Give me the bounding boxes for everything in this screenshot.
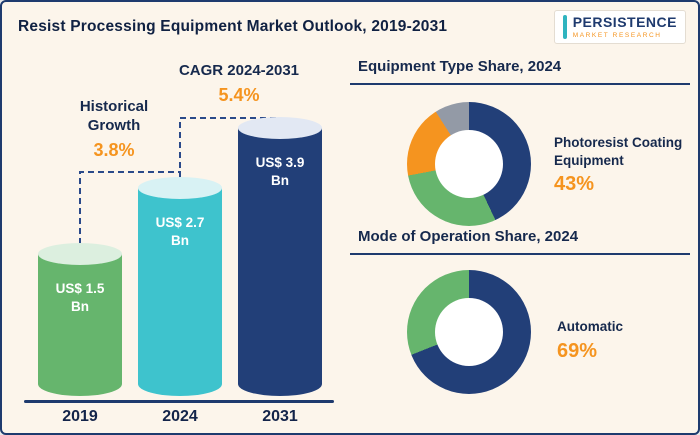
mode-of-operation-heading: Mode of Operation Share, 2024: [350, 228, 690, 255]
mode-of-operation-callout-value: 69%: [557, 339, 598, 362]
equipment-type-callout-value: 43%: [554, 173, 595, 196]
equipment-type-callout: Photoresist Coating Equipment 43%: [554, 134, 696, 197]
x-tick-2019: 2019: [62, 408, 98, 425]
equipment-type-callout-label: Photoresist Coating Equipment: [554, 135, 683, 168]
bar-2019: US$ 1.5 Bn: [38, 243, 122, 396]
historical-growth-label: Historical Growth: [79, 98, 149, 134]
equipment-type-donut-chart: [407, 102, 531, 226]
mode-of-operation-callout: Automatic 69%: [557, 318, 687, 364]
brand-logo: PERSISTENCE MARKET RESEARCH: [553, 10, 686, 45]
equipment-type-share-heading: Equipment Type Share, 2024: [350, 58, 690, 85]
x-axis-line: [24, 400, 334, 403]
bar-2019-value-label: US$ 1.5 Bn: [55, 281, 105, 314]
cagr-value: 5.4%: [218, 84, 260, 105]
x-tick-2024: 2024: [162, 408, 198, 425]
page-title: Resist Processing Equipment Market Outlo…: [18, 18, 448, 35]
logo-accent-bar: [562, 15, 567, 40]
cagr-label: CAGR 2024-2031: [178, 62, 300, 79]
mode-of-operation-callout-label: Automatic: [557, 319, 624, 334]
logo-name: PERSISTENCE: [572, 14, 677, 30]
historical-growth-value: 3.8%: [93, 139, 135, 160]
mode-of-operation-donut-chart: [407, 270, 531, 394]
bar-2031: US$ 3.9 Bn: [238, 117, 322, 396]
bar-2024-top-ellipse: [138, 177, 222, 199]
logo-tagline: MARKET RESEARCH: [572, 32, 662, 40]
cagr-annotation: CAGR 2024-2031 5.4%: [164, 62, 314, 106]
historical-growth-annotation: Historical Growth 3.8%: [54, 98, 174, 161]
x-tick-2031: 2031: [262, 408, 298, 425]
bar-2031-top-ellipse: [238, 117, 322, 139]
bar-2019-top-ellipse: [38, 243, 122, 265]
bar-2024: US$ 2.7 Bn: [138, 177, 222, 396]
